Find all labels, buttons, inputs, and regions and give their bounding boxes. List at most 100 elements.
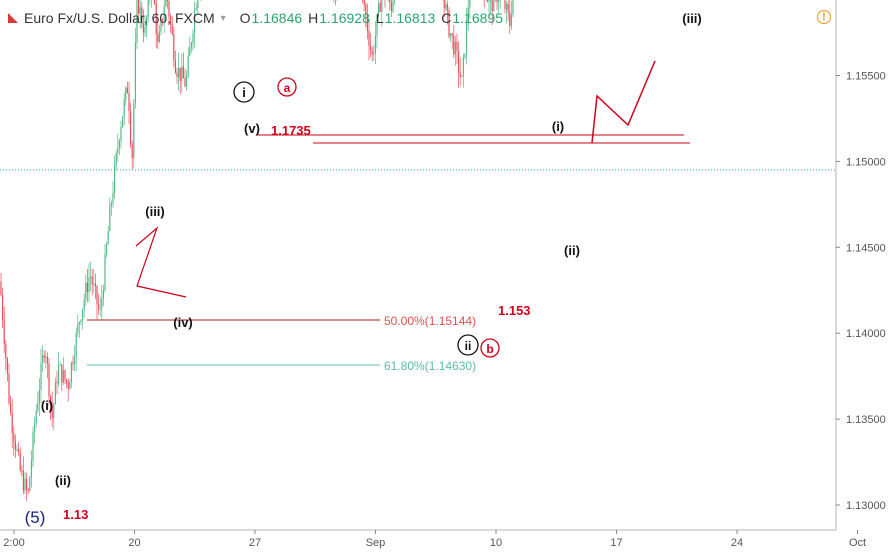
- candle-body: [26, 478, 28, 490]
- wave-i-small-label: (i): [41, 398, 53, 413]
- wave-ii-circled: ii: [457, 334, 479, 356]
- candle-body: [450, 33, 452, 37]
- candle-body: [43, 355, 45, 358]
- drawings: [0, 60, 836, 366]
- x-tick-label: 20: [128, 537, 140, 549]
- candle-body: [46, 356, 48, 364]
- candle-body: [157, 33, 159, 42]
- candle-body: [467, 7, 469, 20]
- wave-iii-right-label: (iii): [682, 11, 702, 26]
- candle-body: [498, 0, 500, 3]
- projection-path[interactable]: [591, 60, 656, 144]
- candle-body: [123, 99, 125, 117]
- candle-body: [29, 477, 31, 492]
- candle-body: [37, 402, 39, 411]
- ohlc-open: O1.16846: [240, 10, 303, 26]
- candle-body: [107, 230, 109, 245]
- candle-body: [8, 373, 10, 404]
- candle-body: [115, 152, 117, 166]
- candle-body: [174, 60, 176, 73]
- candle-body: [451, 33, 453, 36]
- high-value: 1.16928: [319, 10, 370, 26]
- wave-iii-small-label: (iii): [145, 204, 165, 219]
- ohlc-high: H1.16928: [308, 10, 370, 26]
- candle-body: [165, 0, 167, 7]
- candle-body: [130, 111, 132, 145]
- candle-body: [78, 322, 80, 325]
- fib-50-label: 50.00%(1.15144): [384, 314, 476, 328]
- candle-body: [59, 364, 61, 366]
- x-tick-label: 24: [731, 537, 743, 549]
- candle-body: [118, 140, 120, 148]
- x-axis[interactable]: 2:00 20 27 Sep 10 17 24 Oct: [0, 529, 866, 549]
- candle-body: [458, 51, 460, 73]
- candle-body: [181, 66, 183, 81]
- wave-i-circled-label: i: [242, 85, 246, 100]
- candle-body: [378, 3, 380, 16]
- candle-body: [22, 470, 24, 491]
- candle-body: [446, 4, 448, 11]
- candle-body: [486, 0, 488, 3]
- candle-body: [27, 489, 29, 492]
- candle-body: [24, 478, 26, 491]
- symbol-title[interactable]: Euro Fx/U.S. Dollar, 60, FXCM: [24, 10, 215, 26]
- candle-body: [162, 19, 164, 21]
- candle-body: [142, 23, 144, 33]
- candle-body: [82, 308, 84, 321]
- wave-ii-small-label: (ii): [55, 473, 71, 488]
- candle-body: [11, 412, 13, 434]
- candle-body: [6, 358, 8, 374]
- candle-body: [186, 76, 188, 87]
- y-axis[interactable]: 1.13000 1.13500 1.14000 1.14500 1.15000 1.155…: [835, 0, 888, 530]
- candle-body: [72, 362, 74, 365]
- candle-body: [456, 41, 458, 52]
- candle-body: [54, 381, 56, 405]
- wave-a-circled-label: a: [284, 81, 291, 95]
- candle-body: [94, 283, 96, 287]
- candle-body: [166, 0, 168, 2]
- candle-body: [170, 16, 172, 24]
- candle-body: [114, 165, 116, 193]
- candle-body: [110, 203, 112, 206]
- chart-header: Euro Fx/U.S. Dollar, 60, FXCM ▾ O1.16846…: [8, 8, 509, 28]
- wave-i-right-label: (i): [552, 119, 564, 134]
- candle-body: [443, 0, 445, 9]
- y-tick-label: 1.15000: [846, 156, 886, 168]
- fib-618-label: 61.80%(1.14630): [384, 359, 476, 373]
- wave-v-label: (v): [244, 121, 260, 136]
- candle-body: [18, 449, 20, 453]
- candle-body: [48, 363, 50, 397]
- candle-body: [38, 389, 40, 403]
- wave-ii-circled-label: ii: [465, 339, 472, 353]
- x-tick-label: 17: [610, 537, 622, 549]
- candle-body: [104, 254, 106, 291]
- candle-body: [0, 281, 2, 295]
- candle-body: [133, 102, 135, 159]
- candle-body: [194, 9, 196, 34]
- candle-body: [392, 1, 394, 12]
- candle-body: [155, 3, 157, 34]
- candle-body: [189, 47, 191, 56]
- candle-body: [51, 404, 53, 419]
- candle-body: [96, 286, 98, 305]
- candle-body: [141, 7, 143, 24]
- alert-icon[interactable]: !: [817, 10, 831, 24]
- candle-body: [30, 460, 32, 478]
- candle-body: [381, 0, 383, 12]
- candle-body: [120, 126, 122, 141]
- open-label: O: [239, 10, 251, 26]
- triangle-pattern[interactable]: [135, 226, 187, 298]
- candle-body: [394, 0, 396, 2]
- candle-body: [448, 10, 450, 37]
- candle-body: [179, 67, 181, 81]
- candle-body: [488, 0, 490, 3]
- wave-a-circled: a: [277, 77, 297, 97]
- candle-body: [13, 433, 15, 442]
- high-label: H: [308, 10, 319, 26]
- candle-body: [144, 26, 146, 33]
- candle-body: [91, 276, 93, 285]
- candle-body: [363, 0, 365, 5]
- candle-body: [445, 4, 447, 9]
- chevron-down-icon[interactable]: ▾: [220, 12, 226, 24]
